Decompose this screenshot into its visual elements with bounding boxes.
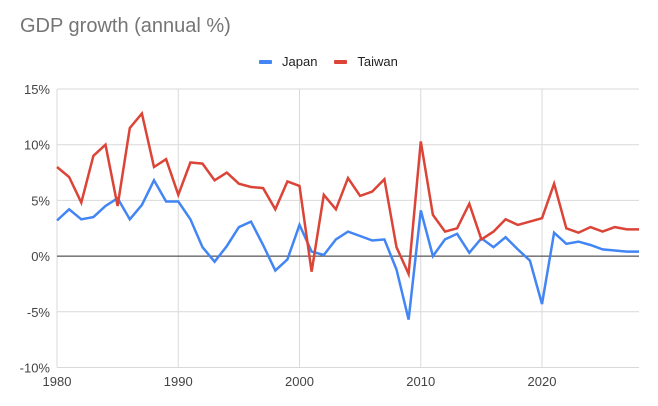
y-tick-label: -10% xyxy=(20,361,51,376)
japan-swatch-icon xyxy=(259,59,272,64)
taiwan-swatch-icon xyxy=(334,59,348,64)
series-taiwan[interactable] xyxy=(56,110,639,279)
x-axis: 1980 1990 2000 2010 2020 xyxy=(43,374,557,389)
chart-title: GDP growth (annual %) xyxy=(20,15,231,37)
legend-label-taiwan: Taiwan xyxy=(357,54,398,69)
x-tick-label: 2000 xyxy=(285,374,314,389)
x-tick-label: 2020 xyxy=(528,374,557,389)
y-tick-label: 0% xyxy=(31,249,50,264)
gridlines xyxy=(56,88,639,368)
chart-legend: Japan Taiwan xyxy=(259,54,415,69)
series-lines xyxy=(56,110,639,320)
y-tick-label: -5% xyxy=(27,305,51,320)
series-japan[interactable] xyxy=(56,177,639,320)
x-tick-label: 1980 xyxy=(43,374,72,389)
legend-item-taiwan[interactable]: Taiwan xyxy=(334,54,398,69)
legend-item-japan[interactable]: Japan xyxy=(259,54,317,69)
y-axis: -10% -5% 0% 5% 10% 15% xyxy=(20,82,51,376)
y-tick-label: 5% xyxy=(31,193,50,208)
x-tick-label: 1990 xyxy=(164,374,193,389)
x-tick-label: 2010 xyxy=(406,374,435,389)
legend-label-japan: Japan xyxy=(282,54,318,69)
y-tick-label: 10% xyxy=(24,138,50,153)
y-tick-label: 15% xyxy=(24,82,50,97)
